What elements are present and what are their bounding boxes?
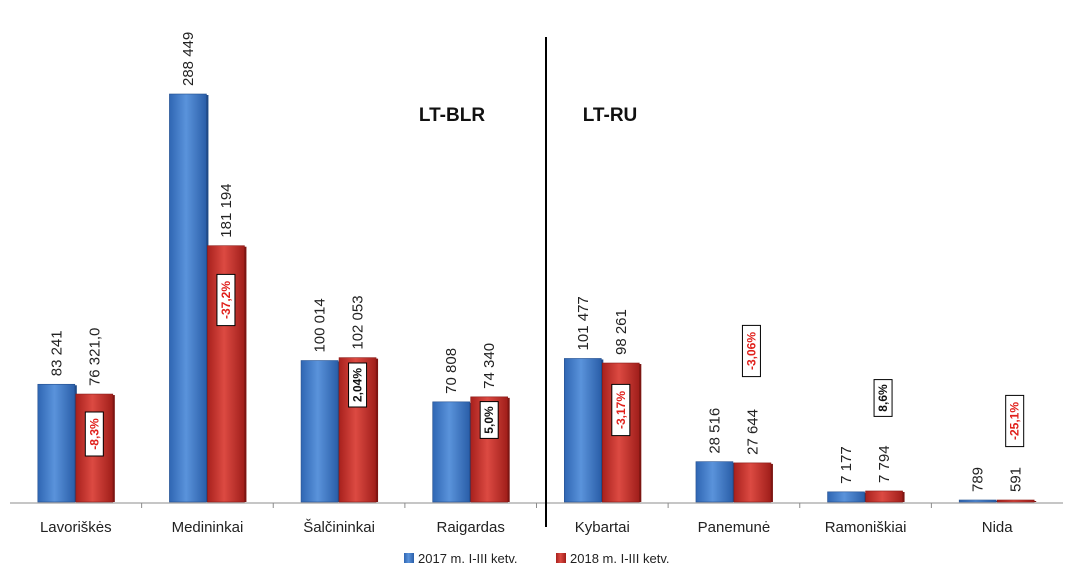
value-label-medininkai-s2: 181 194	[218, 183, 235, 237]
legend-swatch-s2	[556, 553, 566, 563]
value-label-salcininkai-s1: 100 014	[312, 298, 329, 352]
value-label-nida-s1: 789	[970, 467, 987, 492]
value-label-panemune-s2: 27 644	[744, 409, 761, 455]
category-label-raigardas: Raigardas	[437, 519, 505, 536]
change-label-nida: -25,1%	[1008, 402, 1022, 440]
change-label-ramoniskiai: 8,6%	[876, 384, 890, 412]
value-label-ramoniskiai-s2: 7 794	[876, 445, 893, 483]
bar-panemune-s2	[733, 462, 772, 503]
region-label-lt-ru: LT-RU	[583, 105, 638, 126]
bar-medininkai-s1	[169, 93, 207, 503]
legend-swatch-s1	[404, 553, 414, 563]
change-box-lavoriskes	[84, 411, 104, 457]
category-label-panemune: Panemunė	[698, 519, 771, 536]
legend-label-s1: 2017 m. I-III ketv.	[418, 551, 517, 566]
legend: 2017 m. I-III ketv. 2018 m. I-III ketv.	[404, 551, 669, 566]
change-box-salcininkai	[348, 362, 368, 408]
bar-ramoniskiai-s2	[865, 490, 903, 503]
category-label-medininkai: Medininkai	[172, 519, 244, 536]
category-label-ramoniskiai: Ramoniškiai	[825, 519, 907, 536]
bar-salcininkai-s2	[338, 357, 377, 503]
bar-nida-s1	[958, 499, 997, 503]
change-box-nida	[1005, 394, 1025, 448]
change-label-panemune: -3,06%	[744, 332, 758, 370]
value-label-kybartai-s2: 98 261	[613, 309, 630, 355]
bar-salcininkai-s1	[300, 360, 339, 503]
change-label-salcininkai: 2,04%	[351, 368, 365, 402]
bar-panemune-s1	[695, 461, 734, 503]
bar-ramoniskiai-s1	[827, 491, 865, 503]
value-label-ramoniskiai-s1: 7 177	[838, 446, 855, 484]
value-label-panemune-s1: 28 516	[706, 408, 723, 454]
bar-lavoriskes-s1	[37, 383, 76, 503]
bar-raigardas-s1	[432, 401, 470, 503]
value-label-medininkai-s1: 288 449	[180, 32, 197, 86]
change-box-raigardas	[479, 401, 499, 439]
category-label-nida: Nida	[982, 519, 1014, 536]
value-label-kybartai-s1: 101 477	[575, 296, 592, 350]
change-box-panemune	[741, 324, 761, 378]
change-label-lavoriskes: -8,3%	[87, 418, 101, 450]
category-label-kybartai: Kybartai	[575, 519, 630, 536]
value-label-raigardas-s2: 74 340	[481, 343, 498, 389]
change-label-kybartai: -3,17%	[614, 391, 628, 429]
category-label-salcininkai: Šalčininkai	[303, 519, 375, 536]
value-label-lavoriskes-s1: 83 241	[48, 330, 65, 376]
change-box-medininkai	[216, 273, 236, 327]
value-label-salcininkai-s2: 102 053	[350, 295, 367, 349]
change-box-kybartai	[611, 383, 631, 437]
bar-nida-s2	[996, 499, 1035, 503]
category-label-lavoriskes: Lavoriškės	[40, 519, 112, 536]
change-box-ramoniskiai	[873, 379, 893, 417]
region-label-lt-blr: LT-BLR	[419, 105, 485, 126]
value-label-lavoriskes-s2: 76 321,0	[86, 328, 103, 386]
legend-label-s2: 2018 m. I-III ketv.	[570, 551, 669, 566]
value-label-raigardas-s1: 70 808	[443, 348, 460, 394]
change-label-medininkai: -37,2%	[219, 281, 233, 319]
value-label-nida-s2: 591	[1008, 467, 1025, 492]
change-label-raigardas: 5,0%	[482, 406, 496, 434]
bar-kybartai-s1	[564, 358, 602, 503]
